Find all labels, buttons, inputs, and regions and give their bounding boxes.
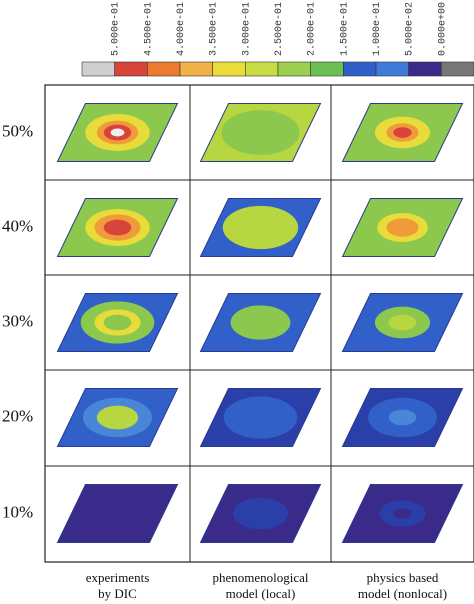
row-label: 30% [2,311,33,330]
row-label: 10% [2,502,33,521]
contour-band [221,110,300,155]
colorbar-cell [408,61,442,77]
column-label: physics based [367,570,439,585]
contour-band [232,497,289,530]
colorbar-cell [343,61,377,77]
row-label: 40% [2,216,33,235]
colorbar-cell [147,61,181,77]
contour-band [386,218,419,237]
colorbar-cell [81,61,115,77]
column-label: phenomenological [212,570,308,585]
colorbar-cell [277,61,311,77]
row-label: 50% [2,121,33,140]
colorbar-label: 1.000e-01 [372,2,383,56]
colorbar-label: 1.500e-01 [339,2,350,56]
colorbar-cell [245,61,279,77]
contour-band [110,128,125,137]
column-label: by DIC [98,586,137,601]
colorbar-label: 5.000e-02 [405,2,416,56]
contour-band [388,409,417,426]
contour-band [388,314,417,331]
colorbar-label: 0.000e+00 [437,2,448,56]
grid-border [44,84,474,563]
colorbar-label: 2.000e-01 [307,2,318,56]
contour-band [393,508,412,519]
colorbar-label: 5.000e-01 [111,2,122,56]
colorbar: 5.000e-01 4.500e-01 4.000e-01 3.500e-01 3.00… [81,2,474,77]
colorbar-label: 4.000e-01 [176,2,187,56]
contour-band [103,314,132,331]
colorbar-label: 3.000e-01 [241,2,252,56]
contour-band [80,492,155,535]
contour-band [393,127,412,138]
column-label: experiments [86,570,150,585]
colorbar-cell [212,61,246,77]
colorbar-label: 4.500e-01 [143,2,154,56]
contour-band [223,396,298,439]
column-label: model (nonlocal) [358,586,447,601]
colorbar-cell [375,61,409,77]
column-label: model (local) [226,586,296,601]
contour-band [96,405,139,430]
colorbar-cell [114,61,148,77]
row-label: 20% [2,406,33,425]
colorbar-cell [310,61,344,77]
colorbar-cell [179,61,213,77]
contour-band [103,219,132,236]
colorbar-label: 3.500e-01 [209,2,220,56]
colorbar-label: 2.500e-01 [274,2,285,56]
contour-grid [56,103,464,543]
contour-band [230,305,291,340]
colorbar-cell [441,61,474,77]
contour-band [222,205,299,250]
